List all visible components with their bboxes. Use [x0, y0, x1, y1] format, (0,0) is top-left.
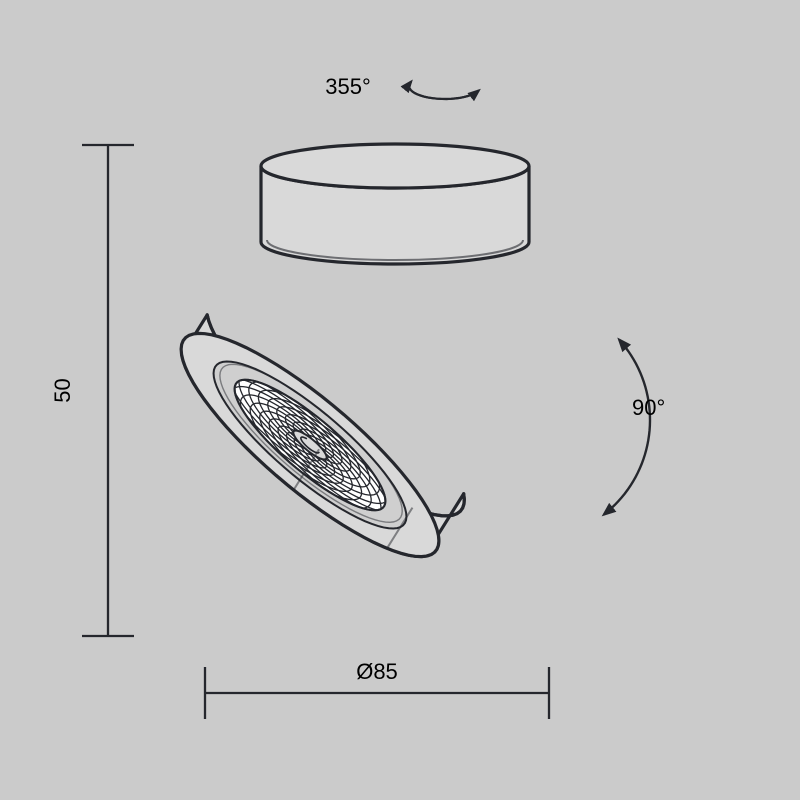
diameter-label: Ø85 — [356, 659, 398, 684]
tilt-label: 90° — [632, 395, 665, 420]
height-label: 50 — [50, 378, 75, 402]
rotation-label: 355° — [325, 74, 371, 99]
